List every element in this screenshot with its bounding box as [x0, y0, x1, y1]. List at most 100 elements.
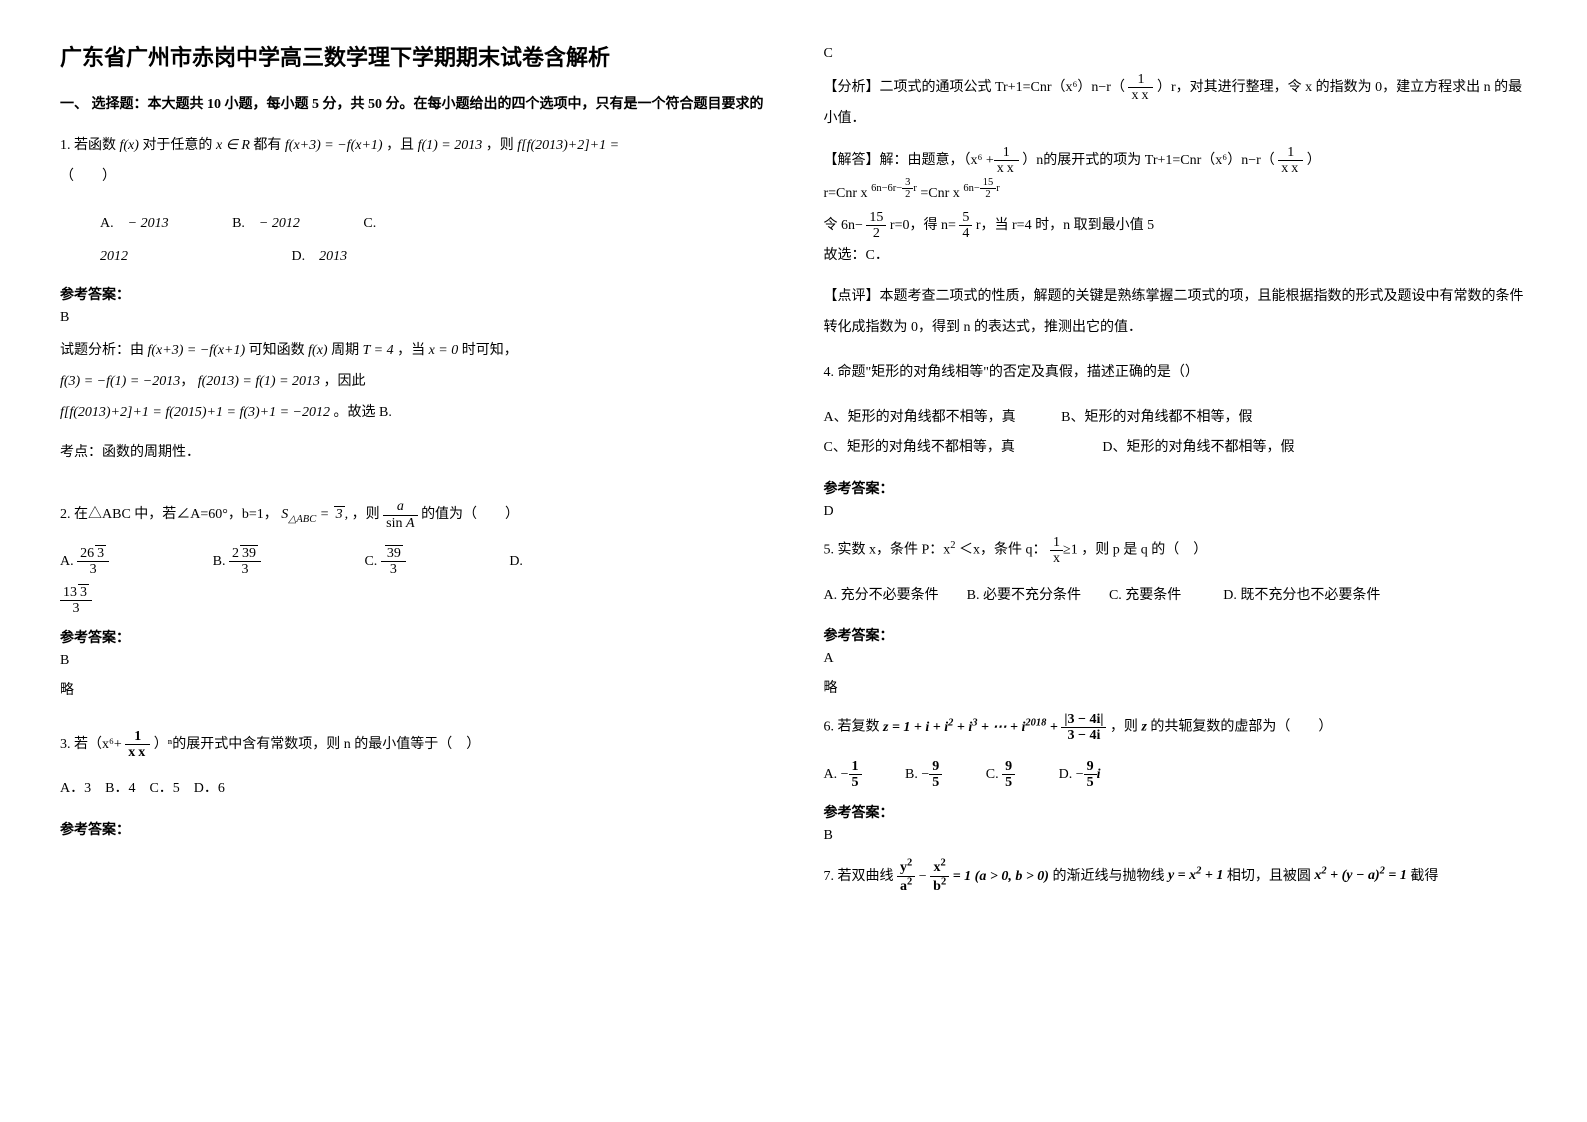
- q2-frac-asinA: asin A: [383, 499, 417, 531]
- q1-paren: （ ）: [60, 162, 764, 193]
- q4-ans: D: [824, 504, 1528, 520]
- q7-parab: y = x2 + 1: [1168, 868, 1223, 883]
- q5-ans-label: 参考答案：: [824, 625, 1528, 645]
- q3-sol-l3a: 令 6n−: [824, 218, 863, 233]
- q3-sol-l3c: r，当 r=4 时，n 取到最小值 5: [976, 218, 1154, 233]
- question-5: 5. 实数 x，条件 P：x2 ＜x，条件 q： 1x≥1 ，则 p 是 q 的…: [824, 534, 1528, 566]
- q4-optA: A、矩形的对角线都不相等，真: [824, 410, 1016, 425]
- q1-optC-label: C.: [363, 216, 376, 231]
- q1-eq1: f(x+3) = −f(x+1): [285, 138, 383, 153]
- q6-stem-a: 6. 若复数: [824, 720, 880, 735]
- q1-optB-label: B.: [232, 216, 245, 231]
- q3-sol-h1: 【解答】解：由题意，（x⁶: [824, 153, 983, 168]
- q5-frac: 1x: [1050, 535, 1063, 567]
- q7-stem-d: 截得: [1410, 868, 1438, 883]
- q1-ana1e: 时可知，: [462, 343, 518, 358]
- q4-options: A、矩形的对角线都不相等，真 B、矩形的对角线都不相等，假 C、矩形的对角线不都…: [824, 403, 1528, 465]
- q2-optB: B.: [213, 554, 226, 569]
- q3-stem-b: ）ⁿ的展开式中含有常数项，则 n 的最小值等于（ ）: [154, 737, 480, 752]
- q1-stem-b: 对于任意的: [142, 138, 212, 153]
- q7-frac1: y2a2: [897, 858, 915, 895]
- q2-fracB: 2393: [229, 546, 261, 578]
- q2-fracC: 393: [381, 546, 406, 578]
- q2-ans-label: 参考答案：: [60, 627, 764, 647]
- q2-optC: C.: [364, 554, 377, 569]
- q1-ana2: ，因此: [324, 374, 366, 389]
- question-1: 1. 若函数 f(x) 对于任意的 x ∈ R 都有 f(x+3) = −f(x…: [60, 131, 764, 193]
- q2-stem-a: 2. 在△ABC 中，若∠A=60°，b=1，: [60, 507, 278, 522]
- q3-opts: A．3 B．4 C．5 D．6: [60, 774, 764, 805]
- q3-ans: C: [824, 46, 1528, 62]
- q2-options: A. 2633 B. 2393 C. 393 D. 1333: [60, 545, 764, 616]
- q4-optC: C、矩形的对角线不都相等，真: [824, 440, 1015, 455]
- question-4: 4. 命题"矩形的对角线相等"的否定及真假，描述正确的是（）: [824, 358, 1528, 389]
- q3-sol-frac15-2: 152: [866, 210, 886, 242]
- q7-frac2: x2b2: [930, 858, 949, 895]
- q7-circle: x2 + (y − a)2 = 1: [1314, 868, 1406, 883]
- question-2: 2. 在△ABC 中，若∠A=60°，b=1， S△ABC = 3, ，则 as…: [60, 499, 764, 531]
- q1-ana-line3: f[f(2013)+2]+1 = f(2015)+1 = f(3)+1 = −2…: [60, 405, 330, 420]
- q5-opts: A. 充分不必要条件 B. 必要不充分条件 C. 充要条件 D. 既不充分也不必…: [824, 581, 1528, 612]
- q3-sol-frac5-4: 54: [959, 210, 972, 242]
- q1-optC-val: 2012: [100, 249, 128, 264]
- q1-stem-a: 1. 若函数: [60, 138, 116, 153]
- q2-note: 略: [60, 679, 764, 699]
- q1-ans-label: 参考答案：: [60, 284, 764, 304]
- q6-ans-label: 参考答案：: [824, 802, 1528, 822]
- q5-stem-a: 5. 实数 x，条件 P：x: [824, 543, 951, 558]
- q1-eq3: f[f(2013)+2]+1 =: [517, 138, 619, 153]
- q3-comment: 【点评】本题考查二项式的性质，解题的关键是熟练掌握二项式的项，且能根据指数的形式…: [824, 282, 1528, 344]
- q3-analysis-head: 【分析】二项式的通项公式 Tr+1=Cnr（x⁶）n−r（ 1xx ）r，对其进…: [824, 72, 1528, 135]
- q1-optA-val: − 2013: [128, 216, 169, 231]
- q3-solution: 【解答】解：由题意，（x⁶ +1xx ）n的展开式的项为 Tr+1=Cnr（x⁶…: [824, 145, 1528, 273]
- q3-sol-l2b: =Cnr x: [920, 186, 959, 201]
- left-column: 广东省广州市赤岗中学高三数学理下学期期末试卷含解析 一、 选择题：本大题共 10…: [60, 40, 764, 909]
- q6-optA: A.: [824, 767, 838, 782]
- q1-topic: 考点：函数的周期性．: [60, 438, 764, 469]
- q1-ana-fx: f(x): [308, 343, 327, 358]
- q6-optC: C.: [986, 767, 999, 782]
- q2-fracA: 2633: [77, 546, 109, 578]
- q6-frac: |3 − 4i|3 − 4i: [1061, 712, 1106, 744]
- q6-stem-c: 的共轭复数的虚部为（ ）: [1150, 720, 1332, 735]
- q3-ana-frac1: 1xx: [1128, 72, 1153, 104]
- question-3: 3. 若（x⁶+ 1xx ）ⁿ的展开式中含有常数项，则 n 的最小值等于（ ）: [60, 729, 764, 761]
- q7-stem-c: 相切，且被圆: [1227, 868, 1311, 883]
- q3-sol-frac1: 1xx: [994, 145, 1019, 177]
- q7-stem-a: 7. 若双曲线: [824, 868, 894, 883]
- q1-ans: B: [60, 310, 764, 326]
- q7-stem-b: 的渐近线与抛物线: [1052, 868, 1164, 883]
- q3-stem-a: 3. 若（x⁶+: [60, 737, 122, 752]
- q1-ana-x0: x = 0: [429, 343, 459, 358]
- q3-sol-exp1: 6n−6r−32r: [871, 183, 917, 194]
- q3-sol-h2: ）n的展开式的项为 Tr+1=Cnr（x⁶）n−r（: [1022, 153, 1274, 168]
- q7-cond: = 1 (a > 0, b > 0): [953, 868, 1049, 883]
- q6-options: A. −15 B. −95 C. 95 D. −95i: [824, 758, 1528, 792]
- q3-ans-label: 参考答案：: [60, 819, 764, 839]
- q2-fracD: 1333: [60, 585, 92, 617]
- q1-ana1b: 可知函数: [249, 343, 305, 358]
- q1-stem-c: 都有: [253, 138, 281, 153]
- q3-sol-l3b: r=0，得 n=: [890, 218, 956, 233]
- q1-optA-label: A.: [100, 216, 114, 231]
- q6-fracD: 95: [1084, 759, 1097, 791]
- q2-sarea: S△ABC = 3,: [281, 507, 348, 522]
- q1-stem-e: ，则: [486, 138, 514, 153]
- q3-frac: 1xx: [125, 729, 150, 761]
- q5-note: 略: [824, 677, 1528, 697]
- q1-ana-eq1: f(x+3) = −f(x+1): [148, 343, 246, 358]
- q5-stem-c: ，则 p 是 q 的（ ）: [1081, 543, 1207, 558]
- q6-optD: D.: [1059, 767, 1073, 782]
- q1-ana1a: 试题分析：由: [60, 343, 144, 358]
- q1-stem-d: ，且: [386, 138, 414, 153]
- q6-fracA: 15: [849, 759, 862, 791]
- q1-ana1c: 周期: [331, 343, 359, 358]
- q4-optB: B、矩形的对角线都不相等，假: [1061, 410, 1252, 425]
- q1-ana-line2b: f(2013) = f(1) = 2013: [198, 374, 320, 389]
- q6-fracC: 95: [1002, 759, 1015, 791]
- q1-fx: f(x): [120, 138, 139, 153]
- question-6: 6. 若复数 z = 1 + i + i2 + i3 + ⋯ + i2018 +…: [824, 711, 1528, 743]
- q1-optD-val: 2013: [319, 249, 347, 264]
- q3-sol-l2a: r=Cnr x: [824, 186, 868, 201]
- section-1-head: 一、 选择题：本大题共 10 小题，每小题 5 分，共 50 分。在每小题给出的…: [60, 92, 764, 117]
